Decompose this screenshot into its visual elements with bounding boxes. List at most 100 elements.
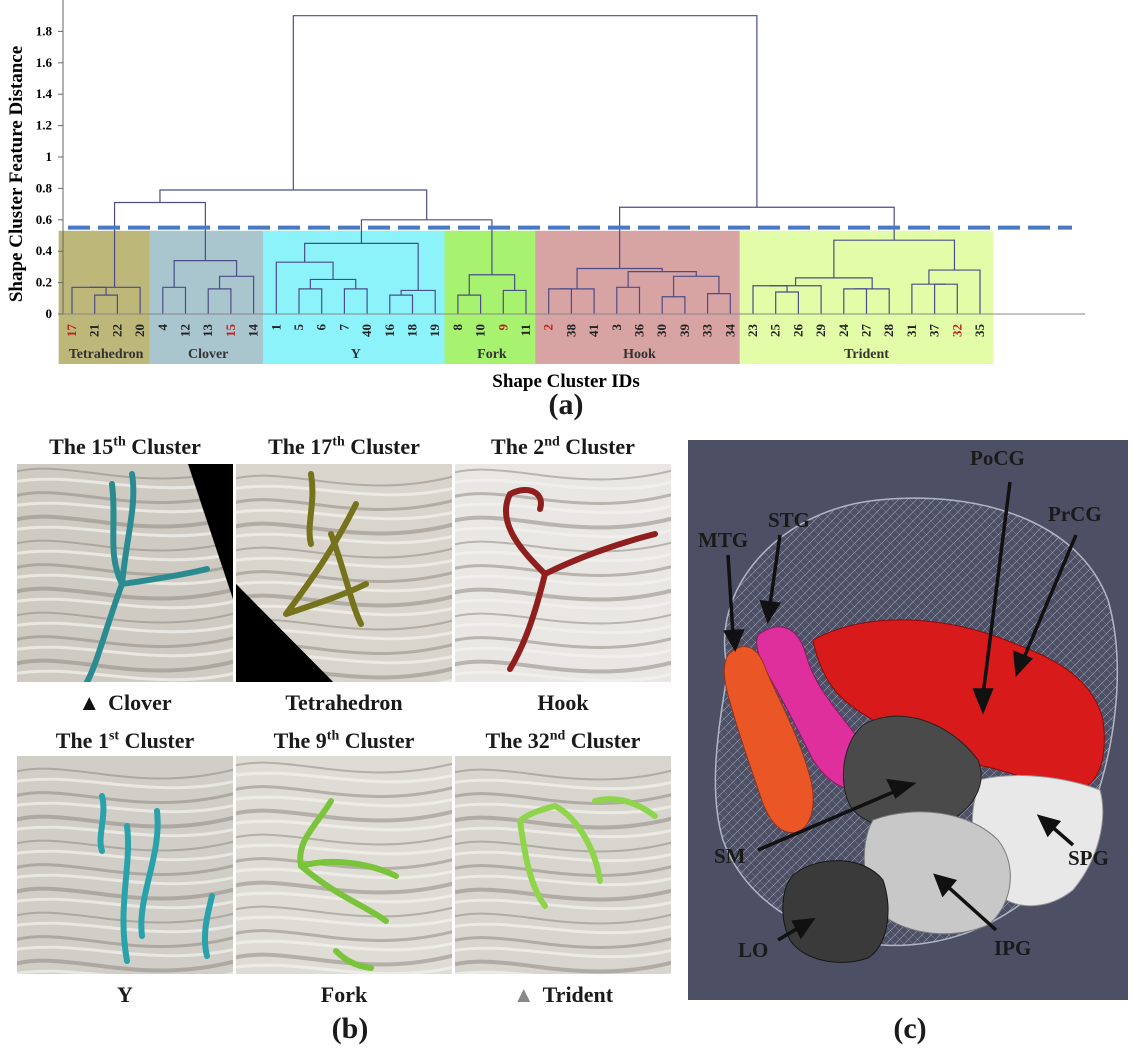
leaf-label: 14: [246, 324, 261, 338]
leaf-label: 6: [314, 324, 329, 331]
label-ipg: IPG: [994, 936, 1032, 960]
label-spg: SPG: [1068, 846, 1109, 870]
cortex-tile: [17, 464, 233, 682]
cortex-surface-render: [455, 756, 671, 974]
y-tick-label: 0.4: [36, 243, 53, 258]
leaf-label: 32: [949, 324, 964, 337]
group-name: Y: [351, 347, 361, 362]
label-pocg: PoCG: [970, 446, 1025, 470]
leaf-label: 39: [677, 324, 692, 338]
triangle-marker-icon: ▲: [78, 690, 101, 715]
leaf-label: 3: [609, 324, 624, 331]
tile-title: The 15th Cluster: [49, 434, 201, 459]
leaf-label: 35: [972, 324, 987, 338]
leaf-labels: 17 21 22 20 4 12 13 15 14 1 5 6 7 40 16 18 19 8 10 9 11 2 38 41…: [64, 324, 987, 338]
y-tick-label: 0: [46, 306, 53, 321]
leaf-label: 5: [291, 324, 306, 331]
cortex-surface-render: [455, 464, 671, 682]
leaf-label: 18: [405, 324, 420, 338]
cortex-surface-render: [236, 464, 452, 682]
leaf-label: 16: [382, 324, 397, 338]
leaf-label: 26: [790, 324, 805, 338]
dendrogram-chart: 00.20.40.60.811.21.41.61.8 17 21 22 20 4 12 13…: [6, 0, 1085, 392]
leaf-label: 21: [87, 324, 102, 337]
leaf-label: 19: [427, 324, 442, 338]
leaf-label: 33: [700, 324, 715, 338]
leaf-label: 2: [541, 324, 556, 331]
group-box-tetrahedron: [58, 230, 154, 364]
leaf-label: 24: [836, 324, 851, 338]
leaf-label: 23: [745, 324, 760, 338]
tile-caption: Hook: [537, 690, 589, 715]
tile-title: The 2nd Cluster: [491, 434, 635, 459]
leaf-label: 41: [586, 324, 601, 337]
y-tick-label: 1.6: [36, 55, 53, 70]
cortex-tile: [455, 756, 671, 974]
x-axis-label: Shape Cluster IDs: [492, 371, 639, 392]
leaf-label: 13: [200, 324, 215, 338]
cortex-surface-render: [17, 464, 233, 682]
cortex-tile: [236, 756, 452, 974]
tile-caption: Fork: [320, 982, 368, 1007]
tile-title: The 9th Cluster: [273, 728, 415, 753]
leaf-label: 34: [722, 324, 737, 338]
group-box-y: [262, 230, 449, 364]
y-tick-label: 1: [46, 149, 53, 164]
y-axis-label: Shape Cluster Feature Distance: [6, 46, 27, 302]
panel-label-c: (c): [893, 1012, 927, 1045]
y-axis: 0 0.2 0.4 0.6 0.8 1 1.2 1.4 1.6 1.8: [36, 0, 1085, 321]
y-tick-label: 1.4: [36, 86, 53, 101]
y-tick-label: 0.2: [36, 275, 52, 290]
y-tick-label: 0.8: [36, 180, 53, 195]
leaf-label: 40: [359, 324, 374, 337]
y-tick-label: 1.2: [36, 118, 52, 133]
leaf-label: 25: [768, 324, 783, 338]
leaf-label: 12: [178, 324, 193, 337]
panel-label-a: (a): [548, 388, 584, 421]
tile-caption: Y: [117, 982, 133, 1007]
leaf-label: 8: [450, 324, 465, 331]
tile-title: The 1st Cluster: [55, 728, 195, 753]
label-mtg: MTG: [698, 528, 749, 552]
label-lo: LO: [738, 938, 769, 962]
cortex-tile: [17, 756, 233, 974]
group-name: Fork: [477, 347, 507, 362]
dendrogram-links: [71, 15, 981, 314]
tile-title: The 17th Cluster: [268, 434, 420, 459]
cortex-tile: [236, 464, 452, 682]
label-sm: SM: [714, 844, 746, 868]
leaf-label: 31: [904, 324, 919, 337]
leaf-label: 22: [109, 324, 124, 337]
leaf-label: 20: [132, 324, 147, 337]
group-name: Hook: [623, 347, 656, 362]
triangle-marker-icon: ▲: [512, 982, 535, 1007]
group-name: Trident: [844, 347, 889, 362]
group-name: Tetrahedron: [69, 347, 144, 362]
leaf-label: 37: [927, 324, 942, 338]
leaf-label: 17: [64, 324, 79, 338]
tile-caption: ▲ Clover: [78, 690, 172, 715]
label-prcg: PrCG: [1048, 502, 1102, 526]
panel-label-b: (b): [331, 1012, 369, 1045]
leaf-label: 30: [654, 324, 669, 337]
leaf-label: 15: [223, 324, 238, 338]
cortex-surface-render: [17, 756, 233, 974]
label-stg: STG: [768, 508, 811, 532]
region-lateral-occipital: [782, 860, 889, 963]
tile-caption: ▲ Trident: [512, 982, 614, 1007]
leaf-label: 29: [813, 324, 828, 338]
region-arrows: [723, 481, 1078, 942]
leaf-label: 1: [268, 324, 283, 331]
leaf-label: 11: [518, 324, 533, 336]
group-name: Clover: [188, 347, 228, 362]
leaf-label: 9: [495, 324, 510, 331]
group-name-labels: Tetrahedron Clover Y Fork Hook Trident: [69, 347, 890, 362]
leaf-label: 10: [473, 324, 488, 337]
leaf-label: 28: [881, 324, 896, 338]
leaf-label: 7: [336, 324, 351, 331]
leaf-label: 4: [155, 324, 170, 331]
brain-region-map: PoCG PrCG STG MTG SM SPG IPG LO: [688, 440, 1128, 1000]
cortex-surface-render: [236, 756, 452, 974]
brain-illustration: [714, 481, 1119, 963]
tile-caption: Tetrahedron: [285, 690, 403, 715]
